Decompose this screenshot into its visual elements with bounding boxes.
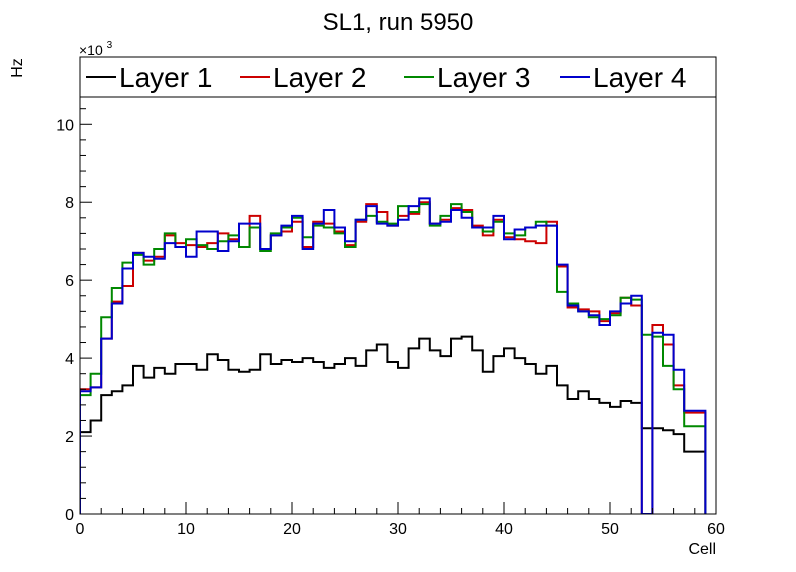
legend-label-layer-2: Layer 2 (273, 62, 366, 93)
y-multiplier-label: ×10 3 (79, 40, 113, 58)
x-tick-label: 10 (177, 521, 195, 538)
chart-title: SL1, run 5950 (323, 9, 474, 36)
y-tick-label: 4 (65, 351, 74, 368)
y-multiplier-base: ×10 (79, 42, 103, 58)
x-axis-label: Cell (688, 541, 716, 558)
legend-label-layer-4: Layer 4 (593, 62, 686, 93)
x-tick-label: 40 (495, 521, 513, 538)
legend-label-layer-1: Layer 1 (119, 62, 212, 93)
legend-box (79, 56, 717, 98)
series-layer (80, 197, 707, 514)
x-tick-label: 20 (283, 521, 301, 538)
x-tick-label: 60 (707, 521, 725, 538)
legend-label-layer-3: Layer 3 (437, 62, 530, 93)
y-tick-label: 8 (65, 195, 74, 212)
y-multiplier-exponent: 3 (107, 40, 113, 51)
y-tick-label: 2 (65, 429, 74, 446)
y-axis-label: Hz (9, 58, 26, 78)
y-tick-label: 6 (65, 273, 74, 290)
x-tick-label: 50 (601, 521, 619, 538)
series-line-layer-4 (80, 197, 707, 514)
x-tick-label: 0 (76, 521, 85, 538)
x-tick-label: 30 (389, 521, 407, 538)
y-tick-label: 0 (65, 507, 74, 524)
legend: Layer 1 Layer 2 Layer 3 Layer 4 (79, 56, 717, 98)
series-line-layer-1 (80, 335, 707, 514)
y-tick-label: 10 (56, 117, 74, 134)
